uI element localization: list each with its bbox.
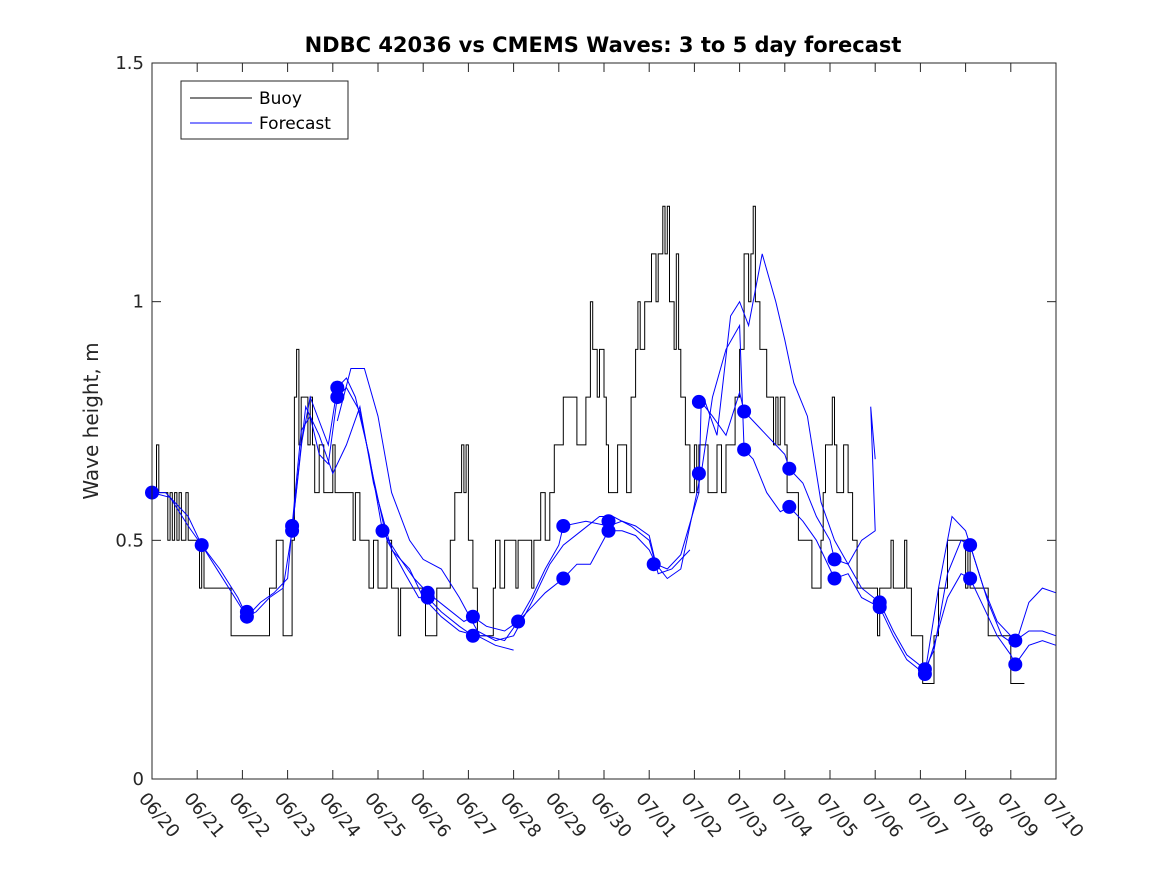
forecast-marker-32 [963, 538, 978, 553]
forecast-series-line-4 [336, 368, 691, 642]
forecast-marker-4 [239, 609, 254, 624]
legend-label-forecast: Forecast [259, 114, 331, 134]
forecast-marker-33 [963, 571, 978, 586]
forecast-marker-6 [285, 523, 300, 538]
forecast-marker-13 [465, 628, 480, 643]
y-tick-label: 1.5 [115, 53, 144, 74]
forecast-marker-11 [420, 590, 435, 605]
forecast-series-line-6 [924, 515, 1057, 675]
forecast-marker-14 [511, 614, 526, 629]
forecast-marker-29 [872, 600, 887, 615]
forecast-series-line-5 [702, 253, 876, 566]
forecast-marker-19 [646, 557, 661, 572]
forecast-marker-17 [601, 514, 616, 529]
y-tick-label: 0 [133, 769, 144, 790]
legend: Buoy Forecast [180, 80, 349, 140]
forecast-marker-15 [556, 519, 571, 533]
y-tick-label: 0.5 [115, 530, 144, 551]
legend-box [180, 80, 349, 140]
forecast-marker-34 [1008, 633, 1023, 648]
chart-title: NDBC 42036 vs CMEMS Waves: 3 to 5 day fo… [305, 33, 902, 57]
forecast-marker-27 [827, 571, 842, 586]
y-tick-label: 1 [133, 292, 144, 313]
forecast-marker-16 [556, 571, 571, 586]
buoy-series-line [152, 205, 1025, 684]
forecast-marker-31 [917, 667, 932, 681]
forecast-marker-23 [737, 442, 752, 457]
forecast-marker-35 [1008, 657, 1023, 672]
y-axis-label: Wave height, m [79, 342, 103, 499]
forecast-marker-26 [827, 552, 842, 567]
forecast-marker-21 [691, 466, 706, 481]
forecast-marker-24 [782, 461, 797, 476]
forecast-marker-9 [375, 523, 390, 538]
forecast-marker-25 [782, 499, 797, 514]
forecast-marker-22 [737, 404, 752, 419]
forecast-marker-20 [691, 394, 706, 409]
forecast-marker-8 [330, 390, 345, 405]
forecast-marker-2 [194, 538, 209, 553]
forecast-marker-12 [465, 609, 480, 624]
data-layer [145, 205, 1057, 684]
forecast-series-line-1 [152, 377, 1057, 670]
forecast-marker-18 [601, 523, 616, 538]
forecast-series-line-2 [151, 323, 1057, 675]
legend-label-buoy: Buoy [259, 89, 302, 109]
